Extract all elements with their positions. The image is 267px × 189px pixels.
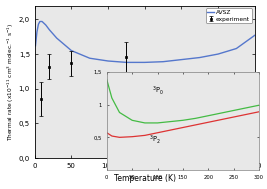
AVSZ xyxy=(235,47,238,50)
AVSZ xyxy=(107,60,110,62)
AVSZ xyxy=(143,61,146,64)
AVSZ xyxy=(70,50,73,52)
Text: $^3$P$_0$: $^3$P$_0$ xyxy=(152,85,164,97)
AVSZ xyxy=(253,34,256,36)
Line: AVSZ: AVSZ xyxy=(36,22,255,62)
AVSZ xyxy=(35,31,38,33)
AVSZ xyxy=(88,57,91,59)
AVSZ xyxy=(162,60,165,63)
AVSZ xyxy=(217,53,220,55)
AVSZ xyxy=(198,56,201,59)
AVSZ xyxy=(180,58,183,61)
Y-axis label: Thermal rate (x10$^{-11}$ cm$^3$ molec.$^{-1}$ s$^{-1}$): Thermal rate (x10$^{-11}$ cm$^3$ molec.$… xyxy=(6,22,16,141)
AVSZ xyxy=(125,61,128,64)
AVSZ xyxy=(41,20,44,23)
AVSZ xyxy=(55,37,58,39)
AVSZ xyxy=(44,24,47,26)
AVSZ xyxy=(48,29,51,31)
AVSZ xyxy=(35,38,38,40)
X-axis label: Temperature (K): Temperature (K) xyxy=(114,174,176,184)
Text: $^3$P$_2$: $^3$P$_2$ xyxy=(150,134,161,146)
AVSZ xyxy=(34,45,37,47)
Legend: AVSZ, experiment: AVSZ, experiment xyxy=(206,9,252,23)
AVSZ xyxy=(37,23,40,25)
AVSZ xyxy=(38,20,41,23)
